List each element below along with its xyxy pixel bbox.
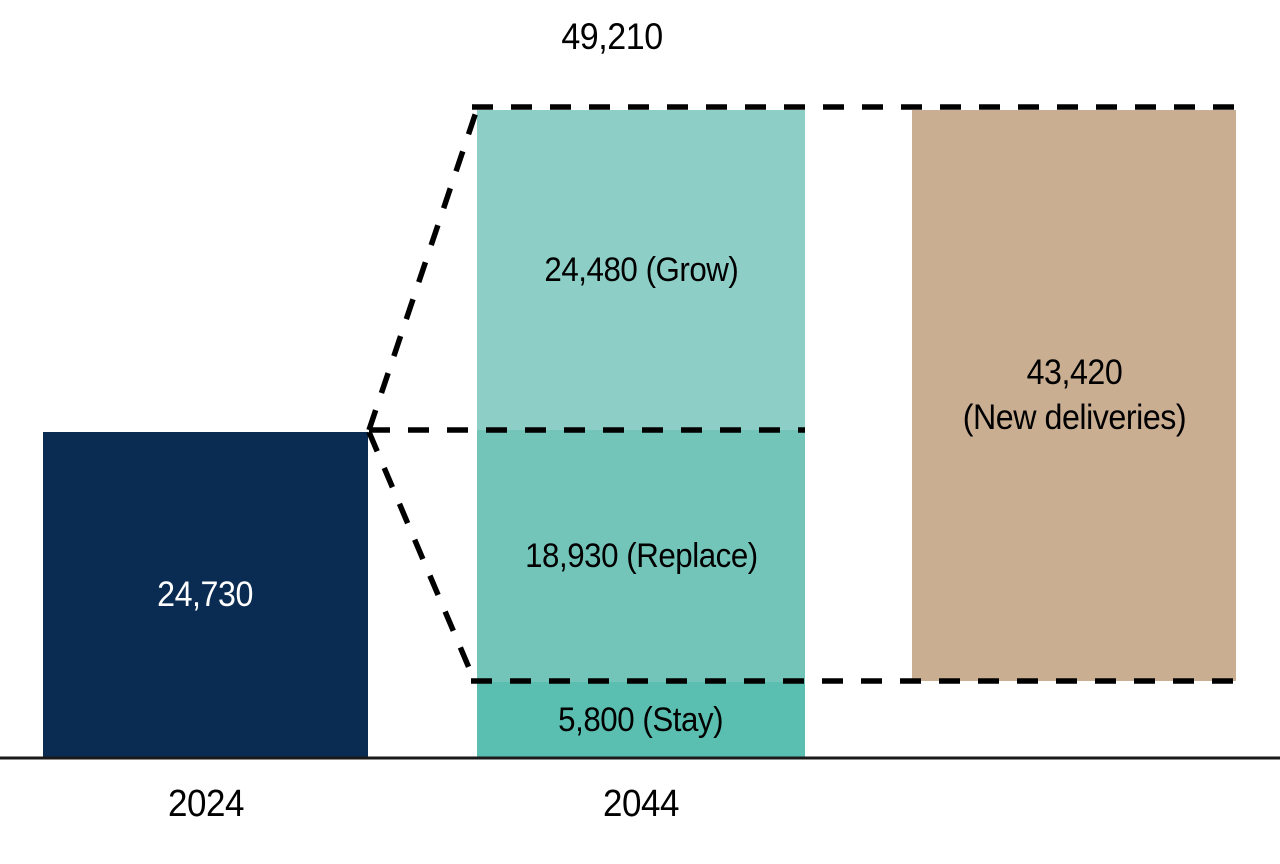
segment-stay-label: 5,800 (Stay) (558, 700, 724, 739)
bar-new-deliveries-label: 43,420 (New deliveries) (962, 351, 1186, 439)
total-2044-label: 49,210 (561, 16, 663, 57)
bar-2044: 24,480 (Grow) 18,930 (Replace) 5,800 (St… (477, 110, 805, 758)
segment-grow-label: 24,480 (Grow) (544, 250, 738, 289)
segment-replace-label: 18,930 (Replace) (524, 536, 758, 575)
segment-grow: 24,480 (Grow) (477, 110, 805, 430)
axis-label-2024: 2024 (168, 783, 244, 825)
segment-replace: 18,930 (Replace) (477, 430, 805, 682)
new-deliveries-value: 43,420 (1026, 353, 1122, 393)
dash-diagonal-up (366, 108, 480, 431)
bar-2024-value-label: 24,730 (157, 575, 254, 614)
new-deliveries-caption: (New deliveries) (962, 397, 1186, 437)
segment-stay: 5,800 (Stay) (477, 682, 805, 758)
bar-new-deliveries: 43,420 (New deliveries) (912, 110, 1236, 681)
axis-label-2044: 2044 (603, 783, 679, 825)
bar-2024: 24,730 (43, 432, 368, 758)
dash-diagonal-down (366, 430, 478, 684)
